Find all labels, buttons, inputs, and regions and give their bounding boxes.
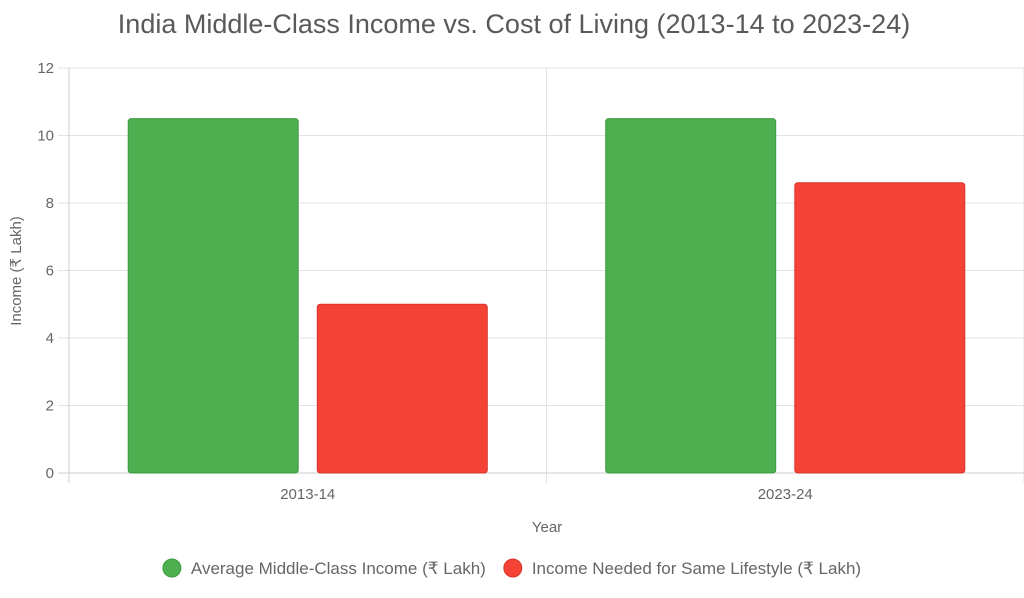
bar-income-needed-2023-24 [794, 182, 966, 474]
y-tick-label: 2 [46, 398, 54, 415]
bar-income-needed-2013-14 [316, 303, 488, 474]
bars [127, 118, 966, 474]
legend-label: Income Needed for Same Lifestyle (₹ Lakh… [532, 559, 861, 578]
y-axis-ticks: 0 2 4 6 8 10 12 [37, 60, 54, 482]
chart-title: India Middle-Class Income vs. Cost of Li… [118, 9, 910, 39]
y-tick-label: 12 [37, 60, 54, 77]
legend-item-income-needed[interactable]: Income Needed for Same Lifestyle (₹ Lakh… [503, 558, 861, 578]
bar-average-income-2023-24 [605, 118, 777, 474]
legend-item-average-income[interactable]: Average Middle-Class Income (₹ Lakh) [162, 558, 486, 578]
x-axis-title: Year [532, 519, 562, 536]
y-tick-label: 10 [37, 128, 54, 145]
y-tick-label: 0 [46, 465, 54, 482]
y-tick-label: 4 [46, 330, 54, 347]
legend-swatch [162, 558, 182, 578]
legend-label: Average Middle-Class Income (₹ Lakh) [191, 559, 486, 578]
x-tick-label: 2013-14 [280, 486, 335, 503]
x-tick-label: 2023-24 [758, 486, 813, 503]
x-axis-ticks: 2013-14 2023-24 [280, 486, 813, 503]
legend-swatch [503, 558, 523, 578]
legend: Average Middle-Class Income (₹ Lakh) Inco… [162, 558, 861, 578]
y-tick-label: 6 [46, 263, 54, 280]
y-axis-title: Income (₹ Lakh) [8, 216, 25, 326]
y-tick-label: 8 [46, 195, 54, 212]
bar-average-income-2013-14 [127, 118, 299, 474]
